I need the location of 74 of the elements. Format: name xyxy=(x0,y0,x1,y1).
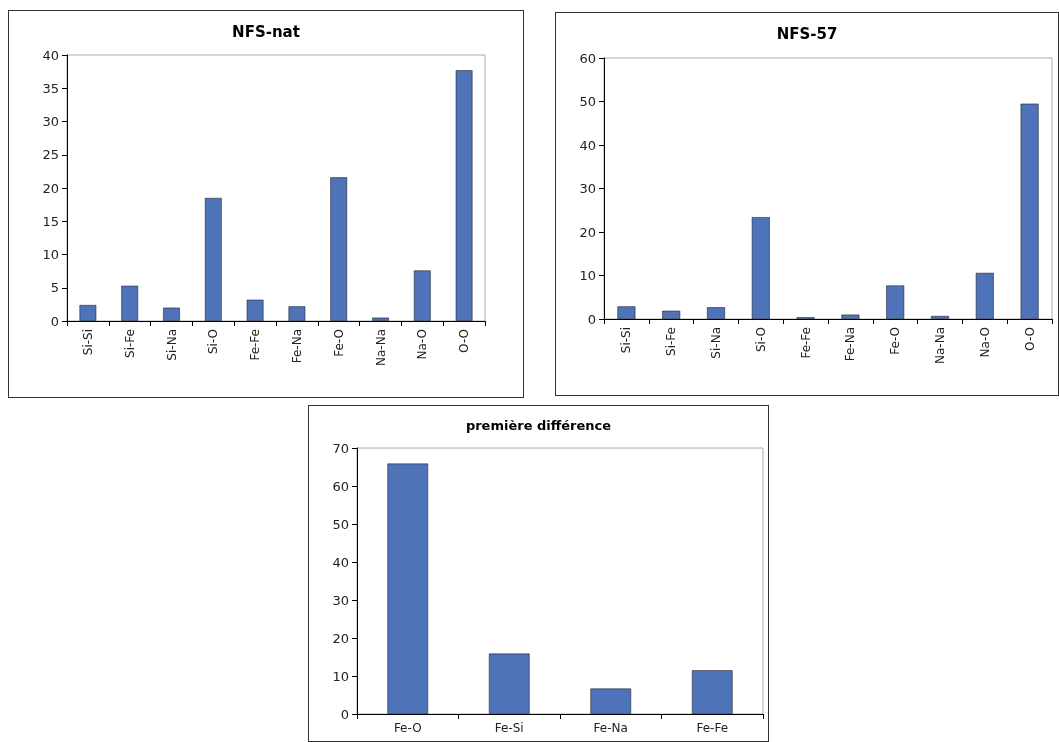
x-tick-label: Si-Fe xyxy=(664,327,679,356)
bar xyxy=(931,315,949,319)
bar xyxy=(886,285,905,319)
y-tick-label: 30 xyxy=(42,114,59,129)
y-tick-label: 30 xyxy=(332,592,349,608)
y-tick-label: 5 xyxy=(50,280,59,296)
x-tick-label: Fe-O xyxy=(393,721,422,735)
bar xyxy=(163,307,180,321)
x-tick-label: Fe-Fe xyxy=(798,327,813,359)
x-tick-label: Si-Na xyxy=(709,327,723,359)
y-tick-label: 0 xyxy=(340,706,349,722)
x-tick-label: Si-Si xyxy=(80,329,95,356)
bar xyxy=(204,197,222,321)
x-tick-label: Fe-O xyxy=(331,329,346,357)
x-tick-label: O-O xyxy=(457,329,472,353)
chart-title: NFS-57 xyxy=(776,24,838,43)
y-tick-label: 10 xyxy=(579,268,596,283)
x-tick-label: Fe-Na xyxy=(843,327,858,362)
bar xyxy=(662,310,681,319)
x-tick-label: Si-Si xyxy=(619,327,634,354)
bar xyxy=(79,305,97,321)
x-tick-label: Fe-O xyxy=(888,327,903,355)
y-tick-label: 40 xyxy=(579,137,596,153)
x-tick-label: Na-O xyxy=(977,327,992,358)
bar xyxy=(288,306,306,321)
x-tick-label: Na-Na xyxy=(373,329,388,366)
x-tick-label: Fe-Si xyxy=(494,721,524,735)
bar xyxy=(590,688,632,714)
x-tick-label: Fe-Na xyxy=(593,721,628,735)
bar xyxy=(413,270,431,321)
bar xyxy=(707,307,725,319)
bar xyxy=(841,314,860,319)
y-tick-label: 15 xyxy=(42,213,59,229)
y-tick-label: 0 xyxy=(50,313,59,329)
x-tick-label: Na-Na xyxy=(933,327,947,364)
y-tick-label: 50 xyxy=(579,94,596,109)
x-tick-label: Na-O xyxy=(415,329,430,360)
y-tick-label: 10 xyxy=(332,668,349,684)
y-tick-label: 20 xyxy=(332,630,349,646)
chart-title: NFS-nat xyxy=(232,22,300,41)
y-tick-label: 30 xyxy=(579,181,596,196)
y-tick-label: 0 xyxy=(587,311,596,327)
y-tick-label: 35 xyxy=(42,80,59,96)
bar xyxy=(246,299,264,321)
y-tick-label: 40 xyxy=(42,47,59,63)
bar xyxy=(455,70,473,321)
bar xyxy=(751,217,770,319)
y-tick-label: 60 xyxy=(332,478,349,494)
bar xyxy=(121,285,139,321)
x-tick-label: Si-Na xyxy=(164,329,179,361)
bar xyxy=(975,272,994,319)
x-tick-label: Si-O xyxy=(206,329,221,355)
bar xyxy=(330,177,348,321)
y-tick-label: 50 xyxy=(332,516,349,532)
y-tick-label: 10 xyxy=(42,247,59,262)
x-tick-label: Fe-Na xyxy=(289,329,304,364)
bar xyxy=(372,317,389,321)
x-tick-label: O-O xyxy=(1022,327,1037,351)
y-tick-label: 20 xyxy=(579,224,596,240)
x-tick-label: Si-O xyxy=(753,327,768,353)
chart-title: première différence xyxy=(465,418,612,433)
x-tick-label: Fe-Fe xyxy=(248,329,263,361)
x-tick-label: Fe-Fe xyxy=(696,721,729,735)
bar xyxy=(617,306,636,319)
x-tick-label: Si-Fe xyxy=(122,329,137,358)
y-tick-label: 70 xyxy=(332,440,349,456)
bar xyxy=(691,670,733,714)
bar xyxy=(488,653,530,714)
bar xyxy=(1020,103,1039,319)
y-tick-label: 40 xyxy=(332,554,349,570)
y-tick-label: 25 xyxy=(42,147,59,163)
bar xyxy=(387,463,429,714)
y-tick-label: 60 xyxy=(579,50,596,66)
y-tick-label: 20 xyxy=(42,180,59,196)
